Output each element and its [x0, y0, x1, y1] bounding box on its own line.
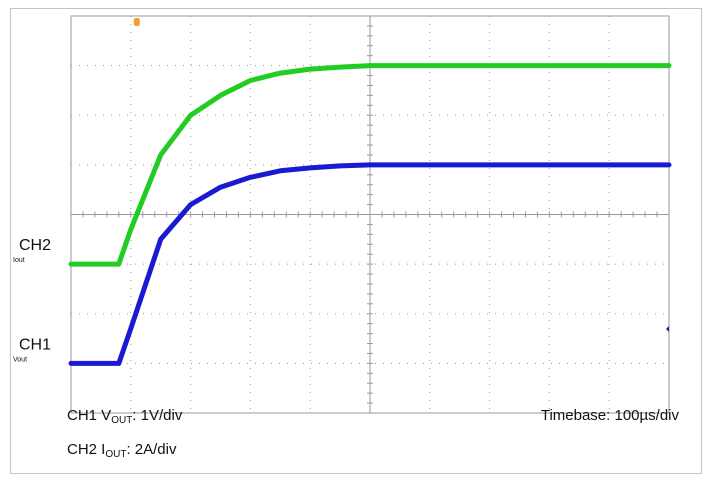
- data-point-ch1: [94, 362, 96, 365]
- data-point-ch2: [429, 64, 431, 67]
- data-point-ch2: [219, 94, 222, 97]
- data-point-ch2: [339, 66, 341, 68]
- data-point-ch1: [668, 164, 670, 166]
- data-point-ch1: [608, 164, 610, 166]
- data-point-ch2: [249, 79, 252, 82]
- data-point-ch1: [458, 164, 461, 166]
- figure-frame: CH2 Iout CH1 Vout CH1 VOUT: 1V/div CH2 IOUT…: [10, 8, 702, 474]
- marker-label-ch1: Vout: [13, 356, 27, 363]
- data-point-ch2: [189, 114, 192, 117]
- scope-grid: [70, 15, 670, 414]
- ch1-right-edge-marker-icon: [666, 326, 669, 332]
- data-point-ch1: [219, 186, 222, 189]
- data-point-ch2: [130, 228, 132, 231]
- data-point-ch1: [130, 327, 132, 330]
- data-point-ch2: [159, 154, 162, 156]
- data-point-ch2: [70, 263, 72, 265]
- trigger-marker-icon: [133, 18, 140, 26]
- data-point-ch2: [458, 64, 461, 67]
- data-point-ch2: [118, 263, 120, 265]
- data-point-ch1: [399, 164, 401, 166]
- data-point-ch1: [279, 170, 282, 172]
- trace-ch2: [68, 63, 672, 267]
- timebase-caption: Timebase: 100µs/div: [540, 407, 679, 424]
- data-point-ch2: [279, 72, 282, 74]
- data-point-ch2: [399, 64, 401, 67]
- data-point-ch1: [488, 164, 491, 166]
- scope-traces: [68, 63, 672, 366]
- data-point-ch2: [668, 64, 670, 67]
- data-point-ch2: [82, 263, 84, 265]
- ch1-scale-caption: CH1 VOUT: 1V/div: [67, 407, 183, 426]
- data-point-ch1: [189, 203, 192, 206]
- data-point-ch1: [118, 362, 120, 365]
- data-point-ch2: [488, 64, 491, 67]
- data-point-ch1: [106, 362, 108, 365]
- data-point-ch2: [638, 64, 640, 67]
- data-point-ch1: [82, 362, 84, 365]
- data-point-ch2: [548, 64, 551, 67]
- data-point-ch1: [638, 164, 640, 166]
- data-point-ch1: [249, 176, 252, 179]
- data-point-ch2: [518, 64, 521, 67]
- data-point-ch2: [106, 263, 108, 265]
- scope-markers: CH2 Iout CH1 Vout: [13, 18, 669, 363]
- data-point-ch1: [578, 164, 581, 166]
- data-point-ch1: [369, 164, 371, 166]
- data-point-ch1: [309, 167, 312, 169]
- data-point-ch2: [578, 64, 581, 67]
- data-point-ch2: [608, 64, 610, 67]
- data-point-ch1: [429, 164, 431, 166]
- marker-label-ch2: Iout: [13, 257, 25, 264]
- oscilloscope-plot: CH2 Iout CH1 Vout: [13, 15, 672, 414]
- data-point-ch1: [548, 164, 551, 166]
- data-point-ch2: [94, 263, 96, 265]
- ch2-scale-caption: CH2 IOUT: 2A/div: [67, 441, 177, 460]
- label-ch1: CH1: [19, 336, 51, 353]
- label-ch2: CH2: [19, 237, 51, 254]
- data-point-ch2: [309, 68, 312, 70]
- data-point-ch1: [339, 165, 341, 167]
- trace-ch1: [68, 162, 672, 366]
- data-point-ch1: [159, 238, 162, 241]
- data-point-ch1: [518, 164, 521, 166]
- data-point-ch1: [70, 362, 72, 365]
- data-point-ch2: [369, 64, 371, 67]
